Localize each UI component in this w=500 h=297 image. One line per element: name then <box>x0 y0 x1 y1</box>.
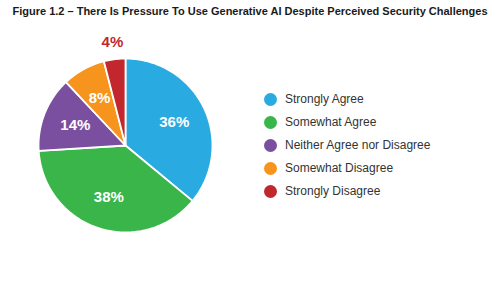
html-text:Figure 1.2 – There Is Pressure: Figure 1.2 – There Is Pressure To Use Ge… <box>12 5 488 17</box>
svg-text:38%: 38% <box>94 188 124 205</box>
svg-text:36%: 36% <box>159 114 189 131</box>
svg-text:8%: 8% <box>89 89 111 106</box>
svg-text:14%: 14% <box>60 117 90 134</box>
html-text:Strongly Disagree: Strongly Disagree <box>285 184 381 199</box>
html-text:Somewhat Disagree: Somewhat Disagree <box>285 161 394 176</box>
html-text:Somewhat Agree: Somewhat Agree <box>285 115 377 130</box>
html-text:Neither Agree nor Disagree: Neither Agree nor Disagree <box>285 138 431 153</box>
html-text:Strongly Agree: Strongly Agree <box>285 92 364 107</box>
svg-text:4%: 4% <box>102 33 124 50</box>
